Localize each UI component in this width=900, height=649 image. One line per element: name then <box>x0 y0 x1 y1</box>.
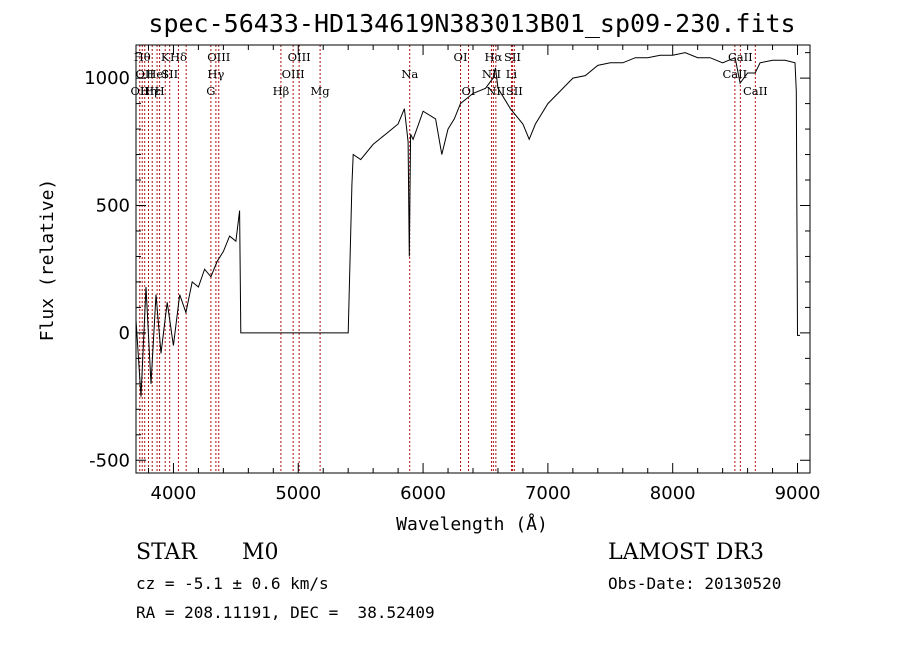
redshift-readout: cz = -5.1 ± 0.6 km/s <box>136 574 329 593</box>
line-label-11: G <box>206 84 215 98</box>
line-label-23: NII <box>486 84 505 98</box>
y-axis-ticks: -500 0 500 1000 <box>84 52 810 471</box>
line-label-0: OII <box>130 84 149 98</box>
line-label-12: Hγ <box>207 67 224 81</box>
y-tick-label-1: 0 <box>119 323 130 344</box>
line-label-25: SII <box>504 50 521 64</box>
y-tick-label-0: -500 <box>89 450 130 471</box>
x-tick-label-5: 9000 <box>775 483 821 504</box>
line-label-2: OII <box>135 67 154 81</box>
line-label-19: OI <box>454 50 468 64</box>
x-tick-label-0: 4000 <box>151 483 197 504</box>
line-label-22: Hα <box>484 50 502 64</box>
x-tick-label-4: 8000 <box>650 483 696 504</box>
line-label-28: CaII <box>728 50 753 64</box>
line-label-26: SII <box>506 84 523 98</box>
line-label-13: OIII <box>207 50 230 64</box>
x-tick-label-1: 5000 <box>275 483 321 504</box>
emission-line-markers <box>139 45 756 473</box>
emission-line-labels: OIIHθOIIHηHεHeIHKSIIHδGHγOIIIHβOIIIOIIIM… <box>130 50 767 98</box>
line-label-20: OI <box>462 84 476 98</box>
line-label-18: Na <box>401 67 418 81</box>
line-label-29: CaII <box>743 84 768 98</box>
x-axis-ticks: 4000 5000 6000 7000 8000 9000 <box>147 45 821 504</box>
line-label-4: Hε <box>144 84 160 98</box>
chart-title: spec-56433-HD134619N383013B01_sp09-230.f… <box>148 9 795 38</box>
line-label-27: CaII <box>722 67 747 81</box>
y-tick-label-3: 1000 <box>84 68 130 89</box>
line-label-1: Hθ <box>134 50 151 64</box>
sky-coordinates: RA = 208.11191, DEC = 38.52409 <box>136 603 435 622</box>
object-class: STAR <box>136 540 197 565</box>
x-axis-label: Wavelength (Å) <box>396 513 548 535</box>
x-tick-label-3: 7000 <box>525 483 571 504</box>
line-label-9: Hδ <box>170 50 187 64</box>
line-label-21: NII <box>482 67 501 81</box>
line-label-6: H <box>155 84 165 98</box>
observation-date: Obs-Date: 20130520 <box>608 574 782 593</box>
line-label-8: SII <box>161 67 178 81</box>
line-label-24: Li <box>506 67 518 81</box>
y-axis-label: Flux (relative) <box>37 179 58 342</box>
spectrum-line <box>135 52 800 397</box>
line-label-7: K <box>161 50 170 64</box>
survey-name: LAMOST DR3 <box>608 540 764 565</box>
plot-frame <box>135 44 811 474</box>
line-label-5: HeI <box>146 67 167 81</box>
line-label-3: Hη <box>140 84 157 98</box>
line-label-15: OIII <box>282 67 305 81</box>
line-label-17: Mg <box>311 84 331 98</box>
y-tick-label-2: 500 <box>96 196 130 217</box>
x-tick-label-2: 6000 <box>400 483 446 504</box>
object-subclass: M0 <box>242 540 279 565</box>
line-label-16: OIII <box>288 50 311 64</box>
line-label-14: Hβ <box>273 84 290 98</box>
